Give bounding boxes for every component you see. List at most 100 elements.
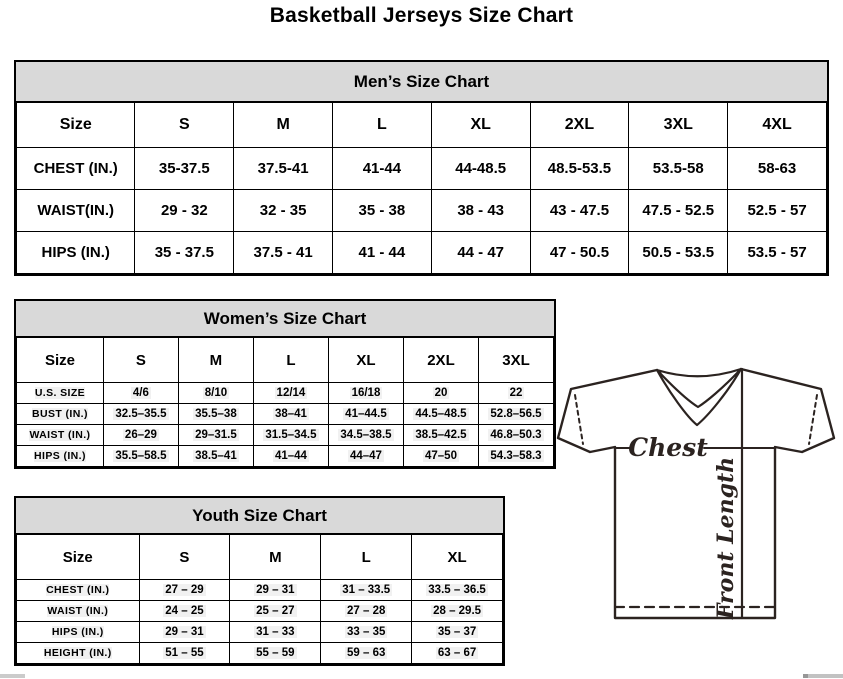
value-cell: 50.5 - 53.5 bbox=[628, 231, 729, 274]
men-chart-title: Men’s Size Chart bbox=[16, 62, 827, 102]
header-row: Size S M L XL 2XL 3XL bbox=[16, 337, 555, 383]
value-cell: 29 - 32 bbox=[134, 189, 235, 232]
column-header-cell: L bbox=[320, 534, 413, 580]
value-text: 50.5 - 53.5 bbox=[642, 244, 715, 261]
value-text: 32.5–35.5 bbox=[113, 408, 169, 420]
value-cell: 32 - 35 bbox=[233, 189, 333, 232]
row-label-text: WAIST(IN.) bbox=[37, 202, 115, 219]
row-label-text: BUST (IN.) bbox=[31, 408, 88, 420]
table-row: HEIGHT (IN.) 51 – 55 55 – 59 59 – 63 63 – 67 bbox=[16, 642, 503, 664]
column-header-cell: XL bbox=[327, 337, 404, 383]
value-cell: 35 – 37 bbox=[411, 621, 503, 643]
row-label-text: HIPS (IN.) bbox=[51, 626, 104, 638]
column-header-cell: 2XL bbox=[529, 102, 630, 148]
jersey-measurement-diagram: Chest Front Length bbox=[556, 367, 836, 620]
value-text: 33.5 – 36.5 bbox=[426, 584, 488, 596]
size-corner-cell: Size bbox=[16, 534, 140, 580]
row-label-text: HIPS (IN.) bbox=[41, 244, 110, 261]
value-cell: 59 – 63 bbox=[320, 642, 413, 664]
value-cell: 63 – 67 bbox=[411, 642, 503, 664]
value-text: 44-48.5 bbox=[455, 160, 507, 177]
table-row: HIPS (IN.) 29 – 31 31 – 33 33 – 35 35 – 37 bbox=[16, 621, 503, 643]
column-header-cell: 3XL bbox=[628, 102, 729, 148]
value-text: 58-63 bbox=[757, 160, 797, 177]
women-size-chart: Women’s Size Chart Size S M L XL 2XL 3XL U.S. S… bbox=[14, 299, 556, 469]
row-label-cell: WAIST (IN.) bbox=[16, 600, 140, 622]
value-text: 43 - 47.5 bbox=[549, 202, 610, 219]
sleeve-stitch-right bbox=[808, 394, 818, 445]
value-cell: 8/10 bbox=[177, 382, 254, 404]
value-cell: 29–31.5 bbox=[177, 424, 254, 446]
value-cell: 38.5–41 bbox=[177, 445, 254, 467]
value-cell: 54.3–58.3 bbox=[477, 445, 555, 467]
row-label-text: WAIST (IN.) bbox=[29, 429, 91, 441]
value-text: 41-44 bbox=[362, 160, 402, 177]
value-cell: 35 - 37.5 bbox=[134, 231, 235, 274]
row-label-cell: HIPS (IN.) bbox=[16, 445, 104, 467]
value-text: 41 - 44 bbox=[358, 244, 406, 261]
h-scrollbar-cap[interactable] bbox=[803, 674, 808, 678]
value-text: 35-37.5 bbox=[158, 160, 210, 177]
column-header-cell: XL bbox=[411, 534, 503, 580]
value-text: 35 - 38 bbox=[358, 202, 406, 219]
column-header-cell: 4XL bbox=[727, 102, 827, 148]
value-text: 53.5 - 57 bbox=[747, 244, 807, 261]
row-label-text: U.S. SIZE bbox=[34, 387, 86, 399]
table-row: HIPS (IN.) 35 - 37.5 37.5 - 41 41 - 44 44 - … bbox=[15, 231, 827, 274]
value-text: 37.5 - 41 bbox=[253, 244, 313, 261]
value-cell: 12/14 bbox=[252, 382, 329, 404]
value-cell: 31.5–34.5 bbox=[252, 424, 329, 446]
value-cell: 28 – 29.5 bbox=[411, 600, 503, 622]
value-text: 54.3–58.3 bbox=[488, 450, 544, 462]
value-text: 35.5–38 bbox=[193, 408, 239, 420]
value-text: 4/6 bbox=[130, 387, 151, 399]
table-row: CHEST (IN.) 27 – 29 29 – 31 31 – 33.5 33.5 –… bbox=[16, 579, 503, 601]
value-text: 29 - 32 bbox=[160, 202, 208, 219]
value-text: 35 - 37.5 bbox=[154, 244, 214, 261]
value-cell: 16/18 bbox=[327, 382, 404, 404]
jersey-outline bbox=[556, 367, 836, 620]
value-cell: 46.8–50.3 bbox=[477, 424, 555, 446]
row-label-text: CHEST (IN.) bbox=[46, 584, 110, 596]
value-cell: 47–50 bbox=[402, 445, 479, 467]
value-text: 20 bbox=[432, 387, 450, 399]
column-header-cell: L bbox=[332, 102, 432, 148]
value-cell: 27 – 28 bbox=[320, 600, 413, 622]
value-text: 27 – 29 bbox=[163, 584, 206, 596]
value-text: 24 – 25 bbox=[163, 605, 206, 617]
column-header-cell: M bbox=[229, 534, 322, 580]
column-header-cell: S bbox=[138, 534, 231, 580]
value-cell: 33.5 – 36.5 bbox=[411, 579, 503, 601]
row-label-cell: HIPS (IN.) bbox=[15, 231, 136, 274]
value-cell: 25 – 27 bbox=[229, 600, 322, 622]
column-header-cell: M bbox=[233, 102, 333, 148]
value-text: 47 - 50.5 bbox=[549, 244, 610, 261]
value-text: 48.5-53.5 bbox=[547, 160, 612, 177]
header-row: Size S M L XL 2XL 3XL 4XL bbox=[15, 102, 827, 148]
header-row: Size S M L XL bbox=[16, 534, 503, 580]
value-text: 35 – 37 bbox=[435, 626, 479, 638]
h-scrollbar-thumb-left[interactable] bbox=[0, 674, 25, 678]
value-text: 38.5–42.5 bbox=[413, 429, 469, 441]
value-text: 22 bbox=[507, 387, 525, 399]
value-text: 16/18 bbox=[349, 387, 383, 399]
value-text: 31 – 33 bbox=[254, 626, 297, 638]
value-text: 31 – 33.5 bbox=[340, 584, 393, 596]
value-text: 33 – 35 bbox=[345, 626, 388, 638]
value-text: 46.8–50.3 bbox=[488, 429, 544, 441]
value-text: 37.5-41 bbox=[257, 160, 309, 177]
value-cell: 44 - 47 bbox=[430, 231, 531, 274]
h-scrollbar-thumb-right[interactable] bbox=[808, 674, 843, 678]
table-row: WAIST(IN.) 29 - 32 32 - 35 35 - 38 38 - 43 43… bbox=[15, 189, 827, 232]
row-label-cell: HEIGHT (IN.) bbox=[16, 642, 140, 664]
value-cell: 35-37.5 bbox=[134, 147, 235, 190]
value-cell: 35.5–58.5 bbox=[102, 445, 179, 467]
value-cell: 31 – 33 bbox=[229, 621, 322, 643]
value-cell: 41–44.5 bbox=[327, 403, 404, 425]
value-cell: 29 – 31 bbox=[229, 579, 322, 601]
table-row: HIPS (IN.) 35.5–58.5 38.5–41 41–44 44–47 47–5… bbox=[16, 445, 555, 467]
value-cell: 52.5 - 57 bbox=[727, 189, 827, 232]
table-row: WAIST (IN.) 26–29 29–31.5 31.5–34.5 34.5–38.… bbox=[16, 424, 555, 446]
jersey-collar bbox=[655, 367, 743, 427]
